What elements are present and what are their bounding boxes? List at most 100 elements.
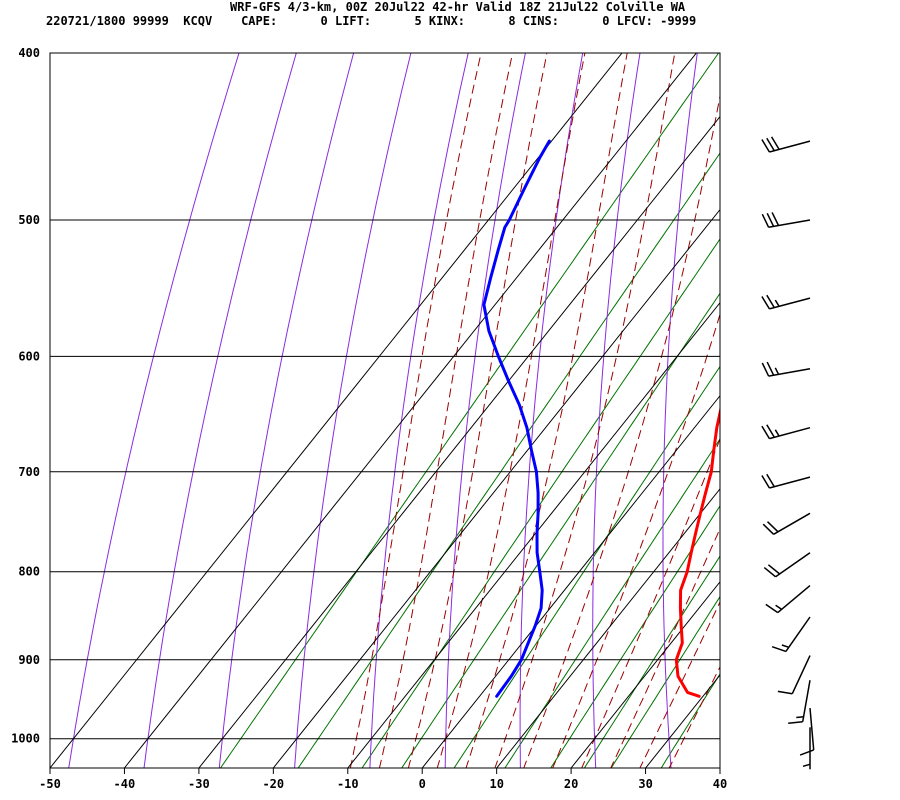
- moist-adiabat: [407, 53, 548, 768]
- guide-lines: [50, 15, 900, 783]
- barb-feather: [761, 213, 770, 228]
- isotherm: [124, 53, 697, 768]
- barb-feather: [762, 523, 775, 535]
- barb-staff: [809, 708, 815, 750]
- mixing-ratio-line: [583, 555, 720, 768]
- barb-feather: [766, 473, 775, 488]
- barb-feather: [777, 690, 793, 695]
- barb-feather: [761, 139, 771, 153]
- dry-adiabat: [369, 53, 469, 768]
- barb-half-feather: [775, 604, 783, 611]
- dry-adiabat: [143, 53, 297, 768]
- wind-barb: [761, 136, 811, 153]
- plot-frame: [49, 52, 721, 769]
- barb-feather: [763, 567, 777, 578]
- sounding-indices: 220721/1800 99999 KCQV CAPE: 0 LIFT: 5 K…: [46, 14, 697, 28]
- chart-title: WRF-GFS 4/3-km, 00Z 20Jul22 42-hr Valid …: [230, 0, 686, 14]
- dewpoint-profile: [482, 139, 551, 698]
- barb-staff: [773, 512, 811, 535]
- barb-feather: [766, 212, 775, 227]
- y-tick-label: 800: [18, 565, 40, 579]
- x-tick-label: -50: [39, 777, 61, 791]
- x-tick-label: 10: [489, 777, 503, 791]
- wind-barb: [763, 552, 811, 578]
- pressure-gridlines: [50, 52, 720, 740]
- mixing-ratio-line: [660, 673, 720, 768]
- barb-staff: [769, 426, 811, 440]
- barb-feather: [767, 564, 781, 575]
- dry-adiabat: [861, 15, 900, 783]
- x-tick-label: -10: [337, 777, 359, 791]
- mixing-ratio-line: [297, 152, 720, 768]
- barb-staff: [769, 297, 811, 310]
- barb-feather: [765, 603, 779, 614]
- wind-barb: [765, 585, 811, 614]
- y-tick-label: 400: [18, 46, 40, 60]
- mixing-ratio-line: [550, 505, 720, 768]
- y-tick-label: 1000: [11, 732, 40, 746]
- isotherm: [272, 208, 720, 768]
- wind-barb: [761, 473, 811, 489]
- barb-half-feather: [781, 644, 790, 649]
- dry-adiabat: [797, 15, 824, 783]
- barb-half-feather: [774, 299, 780, 307]
- temperature-profile: [674, 405, 720, 698]
- x-tick-label: 20: [564, 777, 578, 791]
- wind-barb: [761, 294, 811, 310]
- y-tick-label: 500: [18, 213, 40, 227]
- mixing-ratio-line: [453, 365, 720, 768]
- barb-staff: [768, 219, 811, 229]
- moist-adiabat: [436, 53, 586, 768]
- barb-feather: [771, 212, 780, 226]
- barb-feather: [761, 425, 771, 439]
- barb-feather: [761, 296, 771, 310]
- barb-staff: [768, 368, 811, 377]
- x-tick-label: 30: [638, 777, 652, 791]
- dry-adiabat: [731, 15, 759, 783]
- x-tick-label: -30: [188, 777, 210, 791]
- mixing-ratio-line: [219, 53, 720, 768]
- plot-border: [49, 52, 721, 769]
- barb-feather: [788, 720, 803, 724]
- x-tick-label: 40: [713, 777, 727, 791]
- barb-half-feather: [802, 763, 811, 768]
- moist-adiabat: [639, 600, 720, 768]
- wind-barb: [761, 424, 811, 440]
- dry-adiabat: [218, 53, 355, 768]
- barb-feather: [766, 424, 775, 438]
- dry-adiabat: [519, 53, 584, 768]
- moist-adiabat: [552, 312, 720, 768]
- barb-feather: [771, 645, 787, 653]
- dry-adiabat: [68, 53, 240, 768]
- barb-feather: [766, 294, 775, 308]
- mixing-ratio-line: [610, 595, 720, 768]
- isotherm: [347, 301, 720, 768]
- wind-barbs: [761, 136, 815, 770]
- isotherm: [50, 53, 623, 768]
- moist-adiabat: [378, 53, 514, 768]
- wind-barb: [762, 512, 811, 535]
- barb-feather: [766, 137, 775, 152]
- barb-feather: [766, 521, 779, 533]
- profile-lines: [482, 139, 720, 698]
- axis-ticks: 400 500 600 700 800 900 1000 -50 -40 -30 -20 -10 0 10…: [11, 46, 727, 791]
- y-tick-label: 600: [18, 349, 40, 363]
- x-tick-label: 0: [419, 777, 426, 791]
- barb-feather: [766, 361, 775, 376]
- barb-staff: [785, 616, 811, 652]
- moist-adiabat: [668, 665, 720, 768]
- isotherm: [496, 488, 720, 768]
- moist-adiabat: [349, 53, 482, 768]
- barb-staff: [777, 585, 811, 614]
- x-tick-label: -40: [114, 777, 136, 791]
- x-tick-label: -20: [262, 777, 284, 791]
- mixing-ratio-line: [504, 438, 720, 768]
- mixing-ratio-line: [361, 238, 720, 768]
- barb-feather: [799, 749, 814, 756]
- barb-half-feather: [774, 367, 780, 375]
- moist-adiabat: [523, 93, 720, 768]
- wind-barb: [788, 680, 811, 724]
- dry-adiabat: [592, 53, 641, 768]
- barb-half-feather: [796, 716, 804, 719]
